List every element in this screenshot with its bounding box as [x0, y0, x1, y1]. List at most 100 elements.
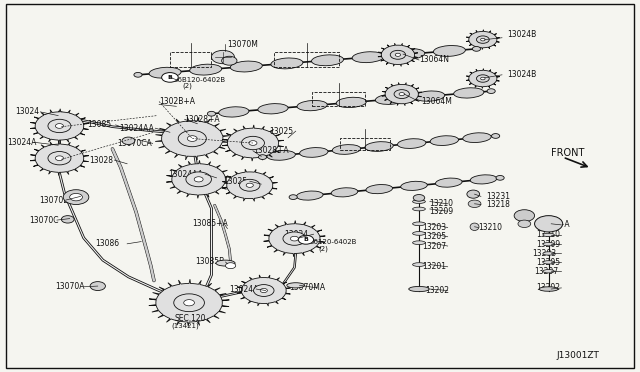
Ellipse shape: [413, 200, 426, 203]
Circle shape: [173, 294, 204, 312]
Ellipse shape: [463, 133, 491, 142]
Circle shape: [291, 236, 298, 241]
Polygon shape: [30, 141, 89, 175]
Text: SEC.120: SEC.120: [174, 314, 206, 323]
Text: 13064N: 13064N: [419, 55, 449, 64]
Ellipse shape: [352, 52, 384, 62]
Bar: [170, 52, 211, 67]
Circle shape: [56, 124, 63, 128]
Text: 13209: 13209: [536, 240, 560, 249]
Circle shape: [468, 200, 481, 208]
Circle shape: [162, 73, 178, 82]
Text: 13070A: 13070A: [55, 282, 84, 291]
Text: 13028: 13028: [89, 155, 113, 164]
Text: 13202: 13202: [536, 283, 560, 292]
Ellipse shape: [454, 88, 484, 98]
Text: 13025: 13025: [223, 177, 247, 186]
Text: 13218: 13218: [486, 200, 510, 209]
Polygon shape: [382, 83, 422, 106]
Circle shape: [259, 155, 267, 160]
Polygon shape: [222, 125, 284, 161]
Text: 06B120-6402B: 06B120-6402B: [173, 77, 225, 83]
Ellipse shape: [470, 175, 497, 184]
Text: 13024AA: 13024AA: [168, 170, 203, 179]
Circle shape: [396, 53, 401, 57]
Circle shape: [122, 137, 135, 144]
Ellipse shape: [230, 61, 262, 72]
Circle shape: [260, 288, 268, 293]
Circle shape: [56, 156, 63, 161]
Bar: [274, 52, 339, 67]
Circle shape: [390, 50, 406, 59]
Text: 13205: 13205: [422, 232, 446, 241]
Text: 13085+A: 13085+A: [192, 219, 228, 228]
Circle shape: [184, 299, 195, 306]
Polygon shape: [156, 117, 229, 160]
Ellipse shape: [413, 263, 426, 266]
Text: 13070C: 13070C: [29, 216, 59, 225]
Circle shape: [61, 216, 74, 223]
Ellipse shape: [365, 142, 393, 151]
Circle shape: [481, 38, 485, 41]
Text: 13024AA: 13024AA: [120, 124, 154, 133]
Polygon shape: [149, 279, 229, 326]
Ellipse shape: [216, 260, 235, 266]
Text: J13001ZT: J13001ZT: [556, 351, 599, 360]
Ellipse shape: [312, 55, 344, 66]
Circle shape: [496, 176, 504, 180]
Polygon shape: [222, 169, 277, 201]
Circle shape: [514, 210, 534, 222]
Ellipse shape: [543, 233, 554, 237]
Circle shape: [253, 285, 274, 296]
Text: 13070MA: 13070MA: [289, 283, 326, 292]
Ellipse shape: [543, 270, 554, 273]
Text: 13231: 13231: [486, 192, 510, 201]
Polygon shape: [237, 275, 291, 306]
Ellipse shape: [393, 49, 425, 60]
Text: 13024: 13024: [15, 108, 39, 116]
Polygon shape: [378, 43, 418, 66]
Text: 13202: 13202: [426, 286, 449, 295]
Text: 13207: 13207: [422, 241, 446, 250]
Text: 13209: 13209: [429, 207, 453, 216]
Text: 13025: 13025: [269, 126, 293, 136]
Circle shape: [289, 195, 297, 199]
Circle shape: [246, 183, 253, 187]
Text: 13024B: 13024B: [507, 29, 536, 39]
Circle shape: [188, 136, 197, 141]
Text: 13024: 13024: [284, 230, 308, 239]
Text: B: B: [303, 237, 308, 242]
Ellipse shape: [258, 104, 288, 114]
Ellipse shape: [267, 151, 296, 160]
Ellipse shape: [543, 261, 554, 264]
Text: 13201: 13201: [422, 262, 446, 271]
Text: 13210: 13210: [536, 230, 560, 240]
Circle shape: [472, 46, 481, 51]
Ellipse shape: [366, 185, 392, 194]
Ellipse shape: [300, 148, 328, 157]
Circle shape: [178, 131, 206, 147]
Polygon shape: [166, 160, 231, 198]
Text: (2): (2): [319, 245, 328, 251]
Text: 13203: 13203: [532, 249, 557, 258]
Ellipse shape: [413, 195, 425, 201]
Circle shape: [90, 282, 106, 291]
Ellipse shape: [543, 252, 554, 255]
Circle shape: [481, 77, 485, 80]
Bar: [312, 92, 365, 106]
Circle shape: [134, 73, 142, 77]
Text: 13064M: 13064M: [421, 97, 452, 106]
Circle shape: [249, 141, 257, 145]
Text: 13203: 13203: [422, 223, 446, 232]
Ellipse shape: [435, 178, 462, 187]
Polygon shape: [466, 68, 500, 89]
Circle shape: [48, 119, 71, 133]
Circle shape: [399, 93, 404, 96]
Ellipse shape: [375, 94, 406, 105]
Circle shape: [394, 90, 410, 99]
Circle shape: [283, 232, 306, 245]
Text: 13210: 13210: [429, 199, 453, 208]
Circle shape: [487, 89, 495, 93]
Circle shape: [225, 263, 236, 269]
Text: 13024A: 13024A: [7, 138, 36, 147]
